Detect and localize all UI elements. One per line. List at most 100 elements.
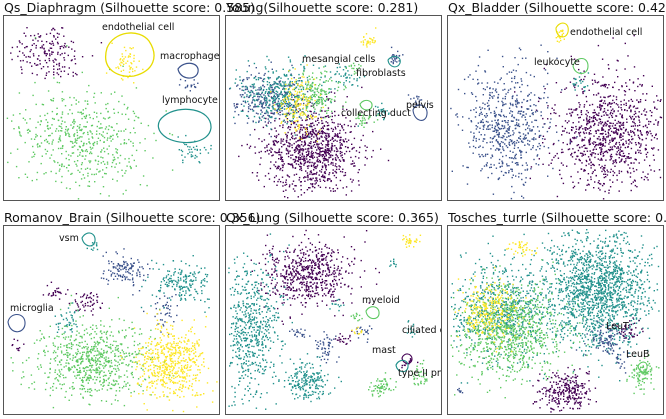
scatter-point xyxy=(52,294,55,296)
scatter-point xyxy=(124,277,127,279)
scatter-point xyxy=(83,177,86,179)
scatter-point xyxy=(477,78,479,81)
scatter-point xyxy=(283,105,286,107)
scatter-point xyxy=(185,134,187,137)
scatter-point xyxy=(324,104,327,106)
scatter-point xyxy=(245,85,247,88)
scatter-point xyxy=(479,113,481,115)
scatter-point xyxy=(307,144,310,146)
scatter-point xyxy=(321,100,323,103)
scatter-point xyxy=(264,112,266,115)
scatter-point xyxy=(499,78,501,81)
scatter-point xyxy=(121,55,124,58)
scatter-point xyxy=(295,106,297,108)
scatter-point xyxy=(656,95,658,97)
scatter-point xyxy=(50,170,52,173)
scatter-point xyxy=(332,140,335,142)
scatter-point xyxy=(282,166,284,169)
scatter-point xyxy=(253,95,255,97)
scatter-point xyxy=(302,112,305,114)
scatter-point xyxy=(44,130,46,132)
scatter-point xyxy=(34,37,37,39)
label-collecting-duct: collecting duct xyxy=(341,108,411,119)
scatter-point xyxy=(602,85,605,87)
scatter-point xyxy=(344,85,346,87)
scatter-point xyxy=(321,88,323,90)
scatter-point xyxy=(325,144,327,146)
scatter-point xyxy=(141,266,143,268)
scatter-point xyxy=(81,162,83,164)
scatter-point xyxy=(586,122,588,125)
scatter-point xyxy=(470,121,473,123)
scatter-point xyxy=(155,262,158,264)
scatter-point xyxy=(322,147,324,149)
scatter-point xyxy=(327,128,330,131)
scatter-point xyxy=(52,100,54,102)
scatter-point xyxy=(110,93,112,95)
scatter-point xyxy=(618,172,620,174)
scatter-point xyxy=(45,62,48,64)
scatter-point xyxy=(67,307,70,309)
scatter-point xyxy=(324,70,326,72)
scatter-point xyxy=(23,32,25,34)
scatter-point xyxy=(571,129,573,132)
scatter-point xyxy=(604,139,607,142)
scatter-point xyxy=(130,167,132,170)
scatter-point xyxy=(96,301,99,303)
scatter-point xyxy=(247,106,250,108)
scatter-point xyxy=(331,154,334,157)
scatter-point xyxy=(265,103,267,106)
scatter-point xyxy=(377,113,379,115)
scatter-point xyxy=(310,142,312,145)
scatter-point xyxy=(129,67,131,69)
scatter-point xyxy=(49,54,51,57)
scatter-point xyxy=(605,122,607,125)
scatter-point xyxy=(324,136,326,138)
scatter-point xyxy=(17,55,19,58)
scatter-point xyxy=(286,98,288,100)
scatter-point xyxy=(521,116,523,118)
scatter-point xyxy=(510,168,512,170)
scatter-point xyxy=(300,143,303,146)
scatter-point xyxy=(61,111,64,113)
scatter-point xyxy=(310,114,312,117)
scatter-point xyxy=(72,41,75,44)
scatter-point xyxy=(75,301,77,303)
scatter-point xyxy=(339,152,342,155)
scatter-point xyxy=(336,150,338,153)
scatter-point xyxy=(576,136,578,138)
scatter-point xyxy=(340,136,342,139)
scatter-point xyxy=(450,107,452,110)
scatter-point xyxy=(346,77,348,79)
scatter-point xyxy=(10,52,12,54)
scatter-point xyxy=(270,86,272,89)
scatter-point xyxy=(612,122,614,125)
scatter-point xyxy=(596,114,598,116)
scatter-point xyxy=(60,147,62,150)
scatter-point xyxy=(6,117,9,119)
scatter-point xyxy=(208,307,210,309)
scatter-point xyxy=(576,144,578,147)
scatter-point xyxy=(43,173,45,175)
scatter-point xyxy=(511,120,513,122)
scatter-point xyxy=(102,169,104,171)
scatter-point xyxy=(587,156,590,158)
scatter-point xyxy=(67,73,69,75)
scatter-point xyxy=(505,145,508,147)
scatter-point xyxy=(48,135,50,137)
scatter-point xyxy=(538,96,540,99)
scatter-point xyxy=(499,128,501,130)
scatter-point xyxy=(281,151,283,154)
scatter-point xyxy=(263,78,266,80)
scatter-point xyxy=(604,145,606,147)
scatter-point xyxy=(293,84,296,86)
scatter-point xyxy=(487,125,489,127)
scatter-point xyxy=(611,125,614,127)
scatter-point xyxy=(333,92,336,94)
scatter-point xyxy=(527,143,529,145)
scatter-point xyxy=(339,129,341,132)
scatter-point xyxy=(22,52,24,54)
scatter-point xyxy=(123,261,125,264)
scatter-point xyxy=(175,294,177,296)
scatter-point xyxy=(499,145,501,147)
